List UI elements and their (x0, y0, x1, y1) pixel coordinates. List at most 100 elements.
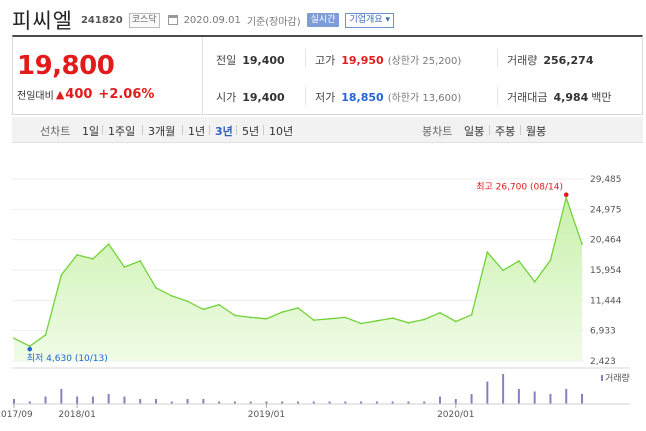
amount-label: 거래대금 (507, 91, 548, 104)
period-1d[interactable]: 1일 (82, 125, 100, 138)
period-1y[interactable]: 1년 (188, 125, 206, 138)
data-point (76, 253, 79, 256)
data-point (44, 334, 47, 336)
quote-panel: 19,800 전일대비 ▲ 400 +2.06% 전일 19,400 시가 19,4… (12, 35, 643, 115)
data-point (533, 280, 536, 283)
lower-limit: (하한가 13,600) (387, 93, 462, 104)
prev-close-value: 19,400 (242, 54, 285, 67)
data-point (233, 314, 236, 317)
data-point (581, 243, 583, 246)
volume-bar (486, 381, 489, 404)
data-point (565, 196, 568, 199)
data-point (202, 308, 205, 311)
low-label: 저가 (315, 91, 336, 104)
market-badge: 코스닥 (128, 12, 160, 28)
candle-weekly[interactable]: 주봉 (495, 125, 516, 138)
company-info-label: 기업개요 (349, 14, 383, 25)
volume-bar (360, 401, 363, 404)
volume-bar (265, 401, 268, 404)
volume-bar (328, 401, 331, 404)
data-point (549, 259, 552, 262)
volume-bar (533, 391, 536, 404)
divider (209, 125, 210, 135)
data-point (423, 318, 426, 321)
volume-bar (170, 401, 173, 404)
price-box: 19,800 전일대비 ▲ 400 +2.06% (13, 37, 203, 115)
data-point (265, 317, 268, 320)
y-tick-label: 15,954 (590, 266, 622, 276)
data-point (107, 243, 110, 246)
y-tick-label: 24,975 (590, 205, 622, 215)
divider (236, 125, 237, 135)
period-3y[interactable]: 3년 (215, 125, 233, 138)
divider (497, 49, 498, 67)
y-tick-label: 6,933 (590, 327, 616, 337)
volume-bar (454, 399, 457, 404)
data-point (328, 317, 331, 320)
data-point (281, 311, 284, 313)
volume-bar (233, 401, 236, 404)
volume-bar (470, 394, 473, 404)
volume-legend: 거래량 (605, 372, 630, 384)
divider (142, 125, 143, 135)
amount-unit: 백만 (591, 91, 612, 104)
candle-daily[interactable]: 일봉 (464, 125, 485, 138)
data-point (123, 266, 126, 268)
y-tick-label: 2,423 (590, 357, 616, 367)
period-5y[interactable]: 5년 (242, 125, 260, 138)
volume-bar (218, 401, 221, 404)
change-amount: 400 (65, 87, 93, 102)
volume-bar (439, 396, 441, 404)
candle-monthly[interactable]: 월봉 (526, 125, 547, 138)
divider (305, 87, 306, 105)
volume-bar (60, 389, 63, 404)
open-price: 시가 19,400 (216, 89, 285, 105)
data-point (470, 313, 473, 316)
volume-value: 256,274 (543, 54, 594, 67)
volume-bar (76, 396, 79, 404)
volume-bar (202, 399, 205, 404)
y-tick-label: 11,444 (590, 296, 622, 306)
divider (497, 87, 498, 105)
high-value: 19,950 (341, 54, 384, 67)
volume-bar (123, 396, 126, 404)
divider (263, 125, 264, 135)
data-point (439, 311, 441, 314)
high-label: 최고 26,700 (08/14) (476, 182, 563, 193)
quote-basis: 기준(장마감) (246, 16, 301, 28)
volume-bar (312, 401, 315, 404)
data-point (344, 316, 347, 319)
divider (102, 125, 103, 135)
y-tick-label: 29,485 (590, 175, 622, 185)
volume-bar (581, 394, 583, 404)
volume-bar (565, 389, 568, 404)
prev-close: 전일 19,400 (216, 52, 285, 68)
price-chart[interactable]: 29,485 24,975 20,464 15,954 11,444 6,933 2,423… (0, 146, 646, 431)
volume-bar (407, 401, 410, 404)
period-10y[interactable]: 10년 (269, 125, 294, 138)
chart-toolbar: 선차트 1일 1주일 3개월 1년 3년 5년 10년 봉차트 일봉 주봉 월봉 (12, 117, 643, 143)
upper-limit: (상한가 25,200) (387, 56, 462, 67)
volume-legend-swatch (601, 375, 603, 381)
company-info-button[interactable]: 기업개요 ▾ (345, 12, 395, 28)
price-change: 전일대비 ▲ 400 +2.06% (17, 87, 154, 102)
candle-chart-label: 봉차트 (422, 125, 453, 138)
quote-date: 2020.09.01 (183, 14, 241, 26)
amount-value: 4,984 (553, 91, 589, 104)
volume-bar (91, 396, 94, 404)
data-point (407, 321, 410, 324)
volume-label: 거래량 (507, 54, 538, 67)
divider (182, 125, 183, 135)
period-1w[interactable]: 1주일 (108, 125, 136, 138)
trade-amount: 거래대금 4,984 백만 (507, 89, 612, 105)
volume-bar (344, 401, 347, 404)
volume-bar (517, 389, 520, 404)
period-3m[interactable]: 3개월 (148, 125, 176, 138)
low-marker (27, 346, 33, 352)
volume-bars (13, 374, 583, 404)
data-point (454, 320, 457, 323)
realtime-button[interactable]: 실시간 (306, 13, 340, 27)
data-point (170, 295, 173, 297)
divider (520, 125, 521, 135)
change-label: 전일대비 (17, 91, 54, 102)
